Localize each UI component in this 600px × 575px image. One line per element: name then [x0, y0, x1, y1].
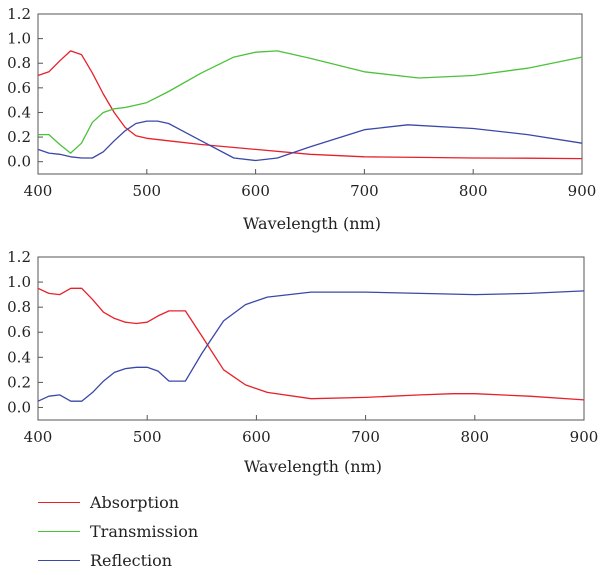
x-tick-label: 700	[351, 428, 380, 446]
legend-swatch-reflection	[38, 560, 80, 561]
legend: Absorption Transmission Reflection	[38, 488, 198, 575]
x-tick-label: 600	[242, 428, 271, 446]
x-tick-label: 500	[132, 182, 161, 200]
x-tick-label: 800	[459, 182, 488, 200]
x-tick-label: 400	[24, 428, 53, 446]
y-tick-label: 0.4	[7, 348, 31, 366]
legend-label-reflection: Reflection	[90, 551, 173, 570]
series-line-absorption	[37, 50, 583, 160]
legend-item-absorption: Absorption	[38, 488, 198, 517]
y-tick-label: 0.6	[7, 323, 31, 341]
y-tick-label: 0.0	[7, 153, 31, 171]
legend-label-transmission: Transmission	[90, 522, 199, 541]
y-tick-label: 0.8	[7, 298, 31, 316]
x-axis-label: Wavelength (nm)	[243, 214, 381, 233]
x-tick-label: 400	[24, 182, 53, 200]
y-tick-label: 0.6	[7, 79, 31, 97]
legend-item-transmission: Transmission	[38, 517, 198, 546]
y-tick-label: 0.4	[7, 103, 31, 121]
x-tick-label: 900	[570, 428, 599, 446]
chart-panel-2: 0.0 0.2 0.4 0.6 0.8 1.0 1.2 400 500 600 700 800 900 W…	[7, 248, 598, 476]
y-tick-label: 1.2	[7, 248, 31, 266]
legend-swatch-transmission	[38, 531, 80, 532]
legend-item-reflection: Reflection	[38, 546, 198, 575]
y-tick-label: 1.0	[7, 273, 31, 291]
plot-frame	[37, 13, 583, 175]
y-tick-label: 1.2	[7, 5, 31, 23]
x-tick-label: 600	[241, 182, 270, 200]
series-line-reflection	[37, 120, 583, 162]
y-tick-label: 0.2	[7, 128, 31, 146]
x-tick-label: 700	[350, 182, 379, 200]
legend-label-absorption: Absorption	[90, 493, 180, 512]
series-line-absorption	[37, 287, 585, 401]
x-axis-label: Wavelength (nm)	[244, 457, 382, 476]
plot-frame	[37, 256, 585, 421]
chart-panel-1: 0.0 0.2 0.4 0.6 0.8 1.0 1.2 400 500 600 700 800 900 W…	[7, 5, 596, 233]
y-tick-label: 0.8	[7, 54, 31, 72]
y-tick-label: 1.0	[7, 30, 31, 48]
x-tick-label: 800	[460, 428, 489, 446]
x-tick-label: 900	[568, 182, 597, 200]
y-tick-label: 0.0	[7, 398, 31, 416]
y-tick-label: 0.2	[7, 373, 31, 391]
series-line-reflection	[37, 290, 585, 402]
series-line-transmission	[38, 50, 583, 154]
x-tick-label: 500	[133, 428, 162, 446]
legend-swatch-absorption	[38, 502, 80, 503]
